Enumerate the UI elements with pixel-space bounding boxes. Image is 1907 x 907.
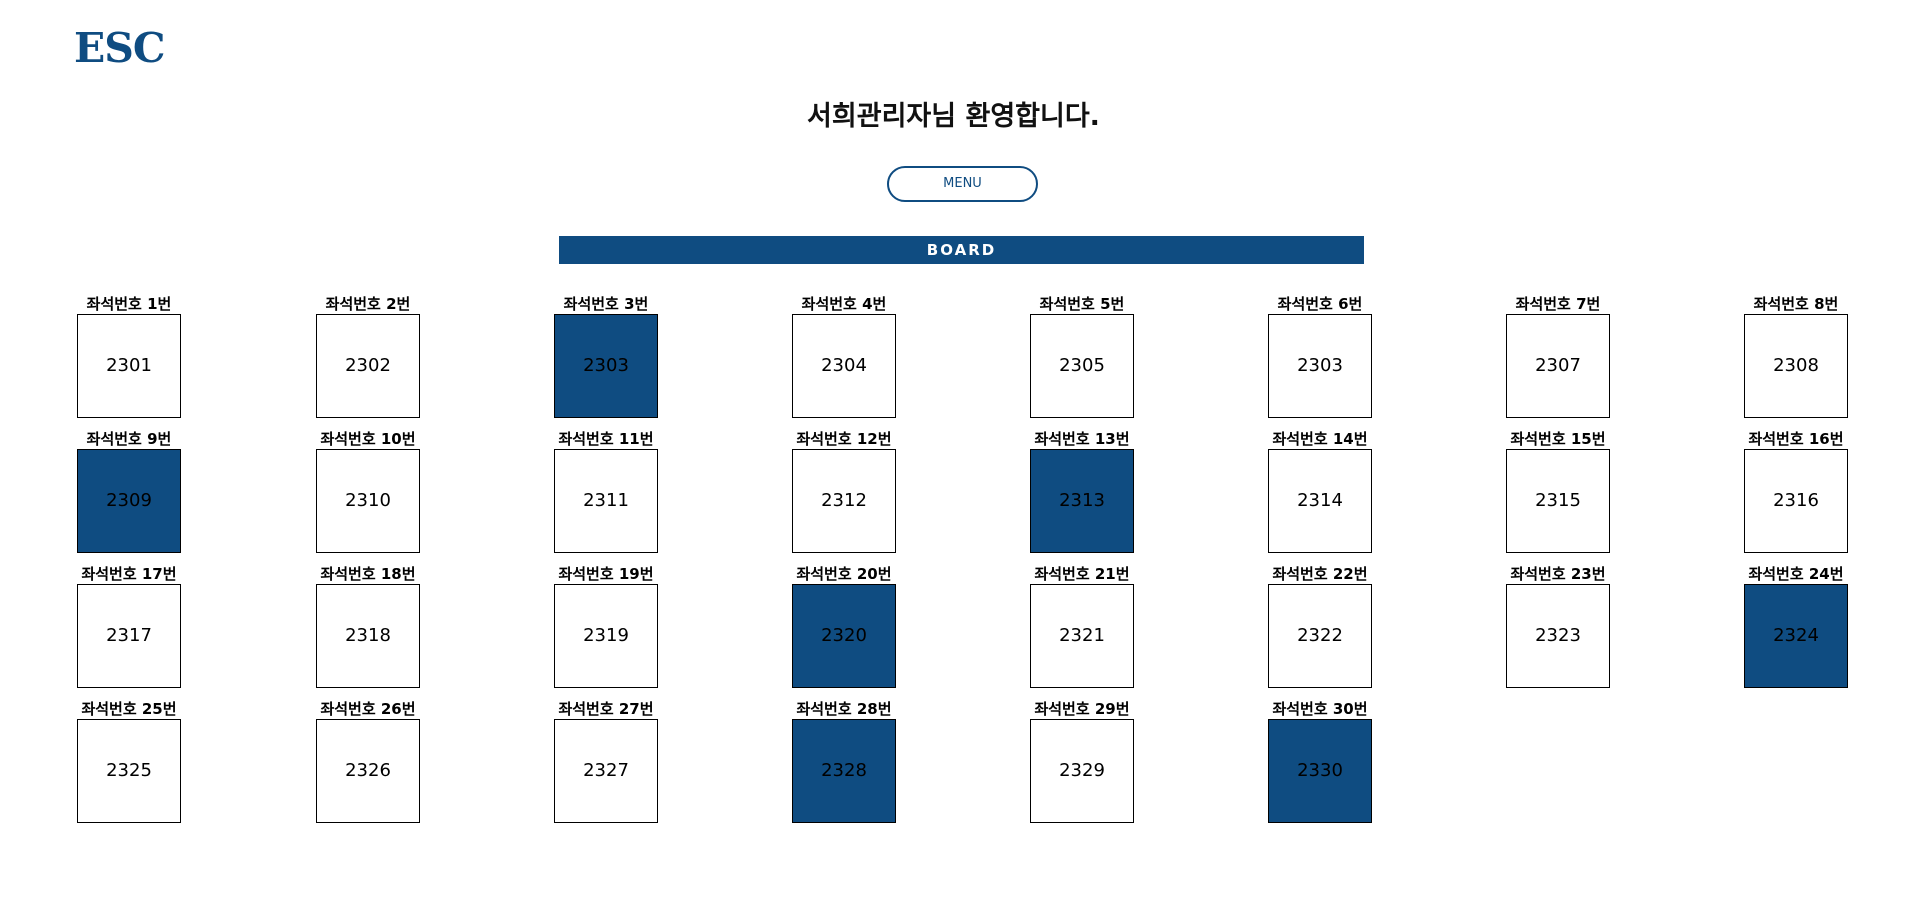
seat-item: 좌석번호 3번 2303 bbox=[554, 294, 658, 418]
seat-item: 좌석번호 12번 2312 bbox=[792, 429, 896, 553]
seat-label: 좌석번호 2번 bbox=[325, 295, 411, 313]
seat-label: 좌석번호 3번 bbox=[563, 295, 649, 313]
seat-button[interactable]: 2329 bbox=[1030, 719, 1134, 823]
seat-button[interactable]: 2323 bbox=[1506, 584, 1610, 688]
seat-label: 좌석번호 22번 bbox=[1272, 565, 1368, 583]
seat-label: 좌석번호 26번 bbox=[320, 700, 416, 718]
seat-label: 좌석번호 16번 bbox=[1748, 430, 1844, 448]
seat-label: 좌석번호 24번 bbox=[1748, 565, 1844, 583]
seat-label: 좌석번호 10번 bbox=[320, 430, 416, 448]
seat-item: 좌석번호 10번 2310 bbox=[316, 429, 420, 553]
seat-button[interactable]: 2307 bbox=[1506, 314, 1610, 418]
seat-item: 좌석번호 13번 2313 bbox=[1030, 429, 1134, 553]
seat-label: 좌석번호 29번 bbox=[1034, 700, 1130, 718]
seat-label: 좌석번호 27번 bbox=[558, 700, 654, 718]
seat-item: 좌석번호 29번 2329 bbox=[1030, 699, 1134, 823]
seat-button-occupied[interactable]: 2320 bbox=[792, 584, 896, 688]
seat-item: 좌석번호 19번 2319 bbox=[554, 564, 658, 688]
seat-item: 좌석번호 17번 2317 bbox=[77, 564, 181, 688]
seat-label: 좌석번호 9번 bbox=[86, 430, 172, 448]
menu-button[interactable]: MENU bbox=[887, 166, 1038, 202]
seat-item: 좌석번호 14번 2314 bbox=[1268, 429, 1372, 553]
seat-button[interactable]: 2310 bbox=[316, 449, 420, 553]
seat-label: 좌석번호 17번 bbox=[81, 565, 177, 583]
seat-item: 좌석번호 23번 2323 bbox=[1506, 564, 1610, 688]
seat-label: 좌석번호 21번 bbox=[1034, 565, 1130, 583]
seat-button[interactable]: 2327 bbox=[554, 719, 658, 823]
esc-logo[interactable]: ESC bbox=[74, 24, 165, 72]
seat-item: 좌석번호 24번 2324 bbox=[1744, 564, 1848, 688]
seat-item: 좌석번호 20번 2320 bbox=[792, 564, 896, 688]
seat-button[interactable]: 2322 bbox=[1268, 584, 1372, 688]
seat-item: 좌석번호 7번 2307 bbox=[1506, 294, 1610, 418]
seat-button-occupied[interactable]: 2324 bbox=[1744, 584, 1848, 688]
seat-label: 좌석번호 28번 bbox=[796, 700, 892, 718]
seat-button-occupied[interactable]: 2328 bbox=[792, 719, 896, 823]
board-title: BOARD bbox=[559, 236, 1364, 264]
seat-button[interactable]: 2325 bbox=[77, 719, 181, 823]
seat-button[interactable]: 2304 bbox=[792, 314, 896, 418]
seat-item: 좌석번호 28번 2328 bbox=[792, 699, 896, 823]
seat-label: 좌석번호 11번 bbox=[558, 430, 654, 448]
seat-button[interactable]: 2312 bbox=[792, 449, 896, 553]
seat-item: 좌석번호 25번 2325 bbox=[77, 699, 181, 823]
seat-item: 좌석번호 11번 2311 bbox=[554, 429, 658, 553]
seat-button-occupied[interactable]: 2313 bbox=[1030, 449, 1134, 553]
seat-item: 좌석번호 21번 2321 bbox=[1030, 564, 1134, 688]
seat-button-occupied[interactable]: 2303 bbox=[554, 314, 658, 418]
seat-label: 좌석번호 6번 bbox=[1277, 295, 1363, 313]
seat-button-occupied[interactable]: 2330 bbox=[1268, 719, 1372, 823]
seat-label: 좌석번호 15번 bbox=[1510, 430, 1606, 448]
seat-button[interactable]: 2316 bbox=[1744, 449, 1848, 553]
seat-item: 좌석번호 16번 2316 bbox=[1744, 429, 1848, 553]
seat-button[interactable]: 2308 bbox=[1744, 314, 1848, 418]
seat-button[interactable]: 2326 bbox=[316, 719, 420, 823]
seat-item: 좌석번호 18번 2318 bbox=[316, 564, 420, 688]
seat-label: 좌석번호 5번 bbox=[1039, 295, 1125, 313]
welcome-message: 서희관리자님 환영합니다. bbox=[807, 101, 1100, 132]
seat-button[interactable]: 2314 bbox=[1268, 449, 1372, 553]
seat-label: 좌석번호 30번 bbox=[1272, 700, 1368, 718]
seat-button[interactable]: 2321 bbox=[1030, 584, 1134, 688]
seat-item: 좌석번호 6번 2303 bbox=[1268, 294, 1372, 418]
seat-label: 좌석번호 20번 bbox=[796, 565, 892, 583]
seat-button-occupied[interactable]: 2309 bbox=[77, 449, 181, 553]
seat-item: 좌석번호 1번 2301 bbox=[77, 294, 181, 418]
seat-label: 좌석번호 1번 bbox=[86, 295, 172, 313]
seat-item: 좌석번호 4번 2304 bbox=[792, 294, 896, 418]
seat-label: 좌석번호 12번 bbox=[796, 430, 892, 448]
seat-label: 좌석번호 19번 bbox=[558, 565, 654, 583]
seat-label: 좌석번호 23번 bbox=[1510, 565, 1606, 583]
seat-button[interactable]: 2303 bbox=[1268, 314, 1372, 418]
seat-label: 좌석번호 25번 bbox=[81, 700, 177, 718]
seat-label: 좌석번호 13번 bbox=[1034, 430, 1130, 448]
seat-item: 좌석번호 9번 2309 bbox=[77, 429, 181, 553]
seat-item: 좌석번호 22번 2322 bbox=[1268, 564, 1372, 688]
seat-button[interactable]: 2311 bbox=[554, 449, 658, 553]
seat-item: 좌석번호 2번 2302 bbox=[316, 294, 420, 418]
seat-item: 좌석번호 27번 2327 bbox=[554, 699, 658, 823]
seat-item: 좌석번호 30번 2330 bbox=[1268, 699, 1372, 823]
seat-button[interactable]: 2318 bbox=[316, 584, 420, 688]
seat-item: 좌석번호 26번 2326 bbox=[316, 699, 420, 823]
seat-label: 좌석번호 14번 bbox=[1272, 430, 1368, 448]
seat-button[interactable]: 2302 bbox=[316, 314, 420, 418]
seat-button[interactable]: 2301 bbox=[77, 314, 181, 418]
seat-label: 좌석번호 4번 bbox=[801, 295, 887, 313]
seat-button[interactable]: 2319 bbox=[554, 584, 658, 688]
seat-button[interactable]: 2305 bbox=[1030, 314, 1134, 418]
seat-button[interactable]: 2317 bbox=[77, 584, 181, 688]
seat-item: 좌석번호 8번 2308 bbox=[1744, 294, 1848, 418]
seat-label: 좌석번호 7번 bbox=[1515, 295, 1601, 313]
seat-button[interactable]: 2315 bbox=[1506, 449, 1610, 553]
seat-item: 좌석번호 15번 2315 bbox=[1506, 429, 1610, 553]
seat-label: 좌석번호 8번 bbox=[1753, 295, 1839, 313]
seat-label: 좌석번호 18번 bbox=[320, 565, 416, 583]
seat-item: 좌석번호 5번 2305 bbox=[1030, 294, 1134, 418]
